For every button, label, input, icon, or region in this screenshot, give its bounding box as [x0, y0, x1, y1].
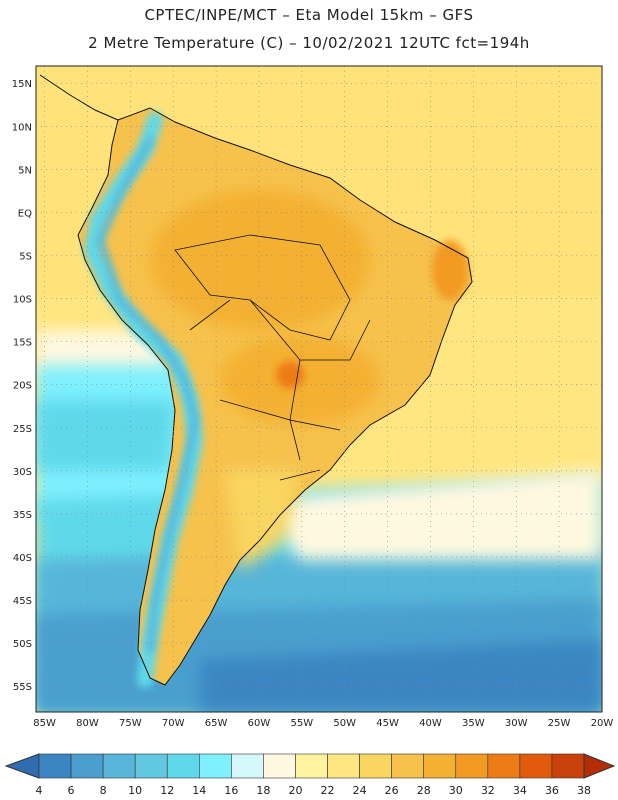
map-frame: [35, 65, 603, 713]
lat-label: 55S: [13, 682, 32, 693]
coastline: [77, 107, 473, 686]
colorbar-label: 36: [545, 784, 559, 797]
colorbar-label: 26: [385, 784, 399, 797]
colorbar-label: 38: [577, 784, 591, 797]
colorbar-swatch: [519, 753, 553, 779]
lat-label: 15N: [12, 79, 32, 90]
colorbar-swatch: [327, 753, 360, 779]
colorbar-label: 14: [192, 784, 206, 797]
colorbar-swatch: [102, 753, 136, 779]
lat-label: 10N: [12, 122, 32, 133]
ocean-atlantic-mild: [260, 470, 602, 560]
lon-label: 80W: [76, 718, 99, 729]
title-line-1: CPTEC/INPE/MCT – Eta Model 15km – GFS: [144, 6, 474, 24]
colorbar-swatch: [295, 753, 328, 779]
lat-label: 15S: [13, 338, 32, 349]
colorbar-label: 34: [513, 784, 527, 797]
colorbar-min-arrow: [4, 753, 40, 779]
colorbar-swatch: [487, 753, 521, 779]
colorbar-label: 24: [353, 784, 367, 797]
lat-label: 35S: [13, 510, 32, 521]
lon-label: 50W: [333, 718, 356, 729]
colorbar-label: 10: [128, 784, 142, 797]
lat-label: 40S: [13, 553, 32, 564]
temperature-map: 15N 10N 5N EQ 5S 10S 15S 20S 25S 30S 35S 40S 45S 50S 5…: [4, 65, 616, 797]
colorbar-swatch: [198, 753, 232, 779]
argentina-warm: [225, 470, 300, 570]
colorbar-max-arrow: [583, 753, 616, 779]
map-field: [36, 66, 602, 712]
lon-label: 20W: [591, 718, 614, 729]
lat-label: 5N: [18, 165, 32, 176]
lat-label: EQ: [18, 208, 32, 219]
lon-label: 45W: [376, 718, 399, 729]
colorbar-swatch: [134, 753, 168, 779]
colorbar-swatch: [551, 753, 585, 779]
colorbar-label: 30: [449, 784, 463, 797]
lat-label: 50S: [13, 639, 32, 650]
lon-label: 70W: [162, 718, 185, 729]
colorbar-label: 28: [417, 784, 431, 797]
lat-label: 25S: [13, 424, 32, 435]
lat-label: 45S: [13, 596, 32, 607]
colorbar-swatch: [391, 753, 425, 779]
amazon-warm: [150, 190, 370, 330]
colorbar-swatch: [263, 753, 296, 779]
colorbar-label: 18: [256, 784, 270, 797]
colorbar-swatch: [455, 753, 489, 779]
pantanal-hot: [276, 361, 304, 389]
lat-label: 30S: [13, 467, 32, 478]
country-borders: [174, 234, 371, 481]
colorbar: [4, 753, 616, 779]
colorbar-swatch: [231, 753, 264, 779]
colorbar-label: 4: [36, 784, 43, 797]
lon-label: 60W: [248, 718, 271, 729]
lon-label: 55W: [291, 718, 314, 729]
lon-label: 35W: [462, 718, 485, 729]
colorbar-swatch: [38, 753, 72, 779]
lat-label: 20S: [13, 381, 32, 392]
colorbar-labels: 4 6 8 10 12 14 16 18 20 22 24 26 28 30 32 34 36 38: [36, 784, 592, 797]
ocean-pacific-cool-2: [36, 400, 175, 470]
colorbar-label: 20: [288, 784, 302, 797]
northeast-hot: [432, 240, 468, 300]
colorbar-label: 12: [160, 784, 174, 797]
lon-label: 40W: [419, 718, 442, 729]
colorbar-label: 6: [68, 784, 75, 797]
lon-label: 30W: [505, 718, 528, 729]
title-line-2: 2 Metre Temperature (C) – 10/02/2021 12U…: [88, 34, 530, 52]
lat-label: 5S: [19, 251, 32, 262]
colorbar-swatch: [359, 753, 392, 779]
colorbar-swatch: [70, 753, 104, 779]
lon-label: 25W: [548, 718, 571, 729]
colorbar-label: 32: [481, 784, 495, 797]
ocean-south-coldest: [200, 640, 602, 712]
andes-cold: [96, 136, 199, 654]
lon-label: 65W: [205, 718, 228, 729]
lon-label: 85W: [33, 718, 56, 729]
colorbar-label: 16: [224, 784, 238, 797]
lon-label: 75W: [119, 718, 142, 729]
colorbar-label: 8: [100, 784, 107, 797]
colorbar-swatch: [166, 753, 200, 779]
colorbar-swatch: [423, 753, 457, 779]
central-america-coast: [39, 74, 119, 121]
colorbar-label: 22: [321, 784, 335, 797]
lat-label: 10S: [13, 295, 32, 306]
latitude-labels: 15N 10N 5N EQ 5S 10S 15S 20S 25S 30S 35S 40S 45S 50S 5…: [12, 79, 32, 693]
longitude-labels: 85W 80W 75W 70W 65W 60W 55W 50W 45W 40W 35W 30W 25W 2…: [33, 718, 613, 729]
